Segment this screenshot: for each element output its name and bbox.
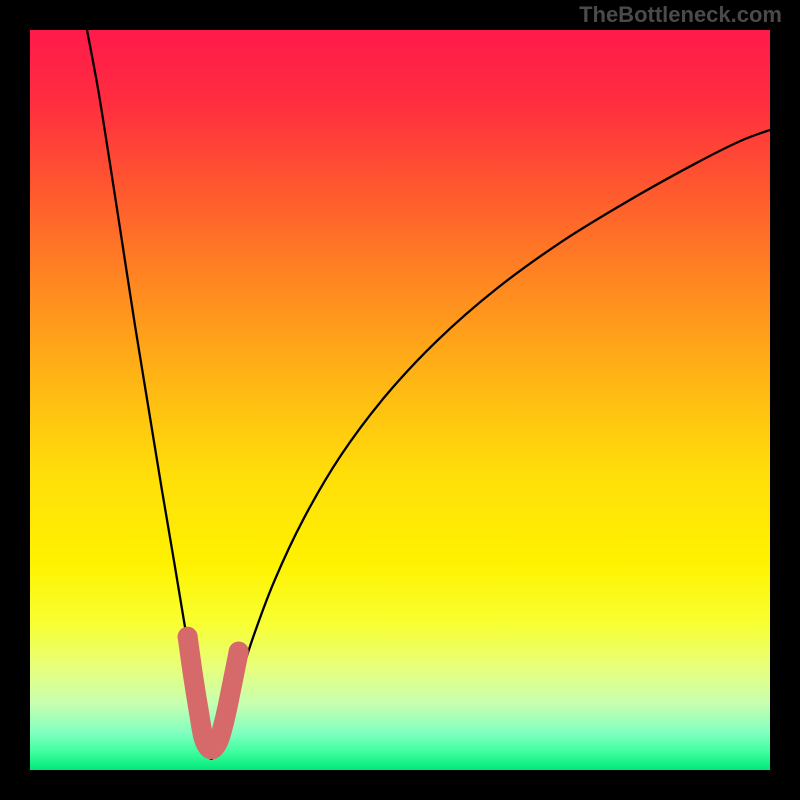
- chart-svg: [0, 0, 800, 800]
- chart-container: TheBottleneck.com: [0, 0, 800, 800]
- plot-gradient-background: [30, 30, 770, 770]
- highlight-end-marker: [178, 627, 198, 647]
- highlight-end-marker: [229, 642, 249, 662]
- watermark-text: TheBottleneck.com: [579, 2, 782, 28]
